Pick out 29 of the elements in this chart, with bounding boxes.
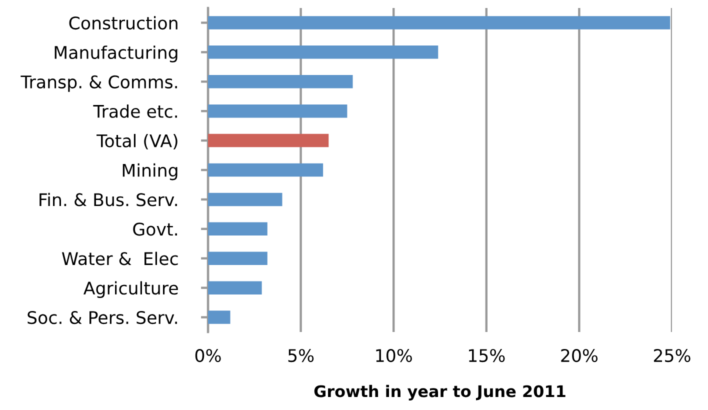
y-tick-label: Construction (69, 16, 178, 30)
bar (208, 46, 438, 59)
bar (208, 222, 268, 236)
x-tick-label: 10% (376, 348, 412, 362)
x-tick-label: 0% (195, 348, 221, 362)
y-tick-label: Fin. & Bus. Serv. (40, 192, 177, 206)
x-tick-label: 25% (654, 348, 690, 362)
bar (208, 281, 262, 294)
y-tick-label: Total (VA) (96, 134, 178, 150)
bar (208, 252, 268, 265)
bar (208, 192, 282, 206)
bar (208, 310, 230, 324)
bar (208, 163, 324, 177)
y-tick-label: Manufacturing (54, 46, 178, 62)
bar (208, 104, 348, 118)
y-tick-label: Agriculture (84, 281, 178, 298)
x-axis-title: Growth in year to June 2011 (314, 384, 566, 400)
bar (208, 16, 670, 30)
x-tick-label: 20% (561, 348, 598, 362)
bar (208, 75, 353, 88)
x-tick-label: 15% (469, 348, 505, 362)
x-tick-label: 5% (288, 348, 314, 362)
bar (208, 134, 329, 148)
y-tick-label: Soc. & Pers. Serv. (28, 310, 177, 324)
y-tick-label: Water & Elec (62, 252, 178, 266)
y-tick-label: Transp. & Comms. (20, 75, 177, 92)
y-tick-label: Govt. (133, 222, 177, 236)
y-tick-label: Mining (122, 163, 178, 180)
y-tick-label: Trade etc. (93, 104, 177, 118)
